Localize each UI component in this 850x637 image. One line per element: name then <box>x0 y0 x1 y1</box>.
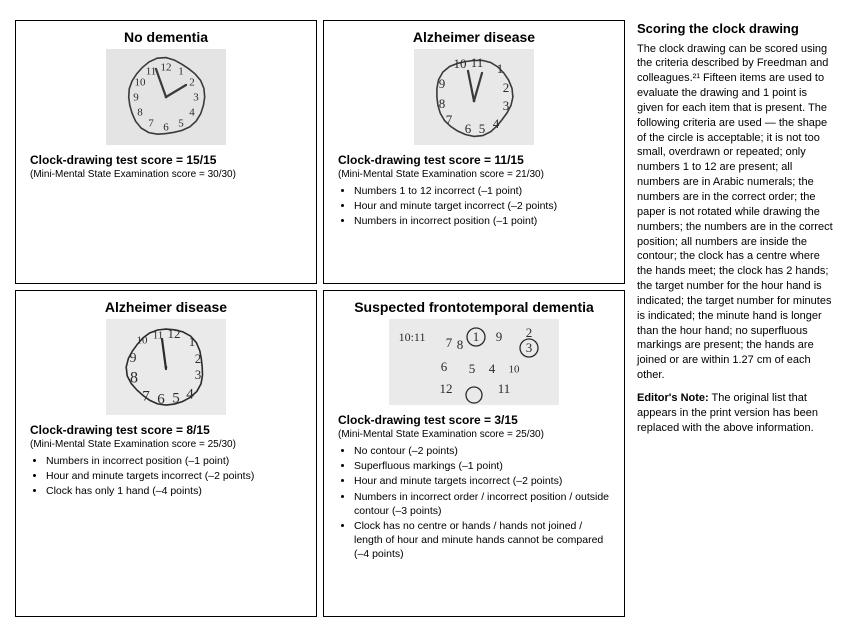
svg-text:6: 6 <box>157 392 165 408</box>
svg-text:2: 2 <box>526 325 533 340</box>
svg-text:2: 2 <box>503 80 510 95</box>
svg-text:5: 5 <box>178 118 184 130</box>
svg-text:11: 11 <box>498 381 511 396</box>
clock-drawing: 10:11 781 9 23 6 54 10 12 11 <box>338 319 610 405</box>
score-line: Clock-drawing test score = 11/15 <box>338 153 610 167</box>
score-line: Clock-drawing test score = 8/15 <box>30 423 302 437</box>
svg-text:12: 12 <box>440 381 453 396</box>
svg-text:6: 6 <box>163 122 169 134</box>
svg-text:4: 4 <box>493 116 500 131</box>
panel-title: No dementia <box>30 29 302 45</box>
svg-text:8: 8 <box>439 96 446 111</box>
svg-text:10: 10 <box>137 335 149 347</box>
svg-text:5: 5 <box>172 391 180 407</box>
deduction-item: Clock has no centre or hands / hands not… <box>354 519 610 562</box>
svg-text:1: 1 <box>178 66 184 78</box>
ednote-label: Editor's Note: <box>637 392 709 404</box>
mmse-line: (Mini-Mental State Examination score = 2… <box>30 439 302 450</box>
panel-title: Alzheimer disease <box>338 29 610 45</box>
svg-text:3: 3 <box>195 367 202 382</box>
svg-text:10: 10 <box>509 364 521 376</box>
svg-text:9: 9 <box>496 329 503 344</box>
deductions-list: No contour (–2 points)Superfluous markin… <box>338 444 610 562</box>
svg-text:7: 7 <box>446 335 453 350</box>
svg-text:2: 2 <box>195 351 202 366</box>
svg-text:9: 9 <box>439 76 446 91</box>
clock-panel: Alzheimer disease121110123456789Clock-dr… <box>15 290 317 617</box>
svg-text:1: 1 <box>497 61 504 76</box>
svg-text:11: 11 <box>146 66 157 78</box>
svg-text:5: 5 <box>479 121 486 136</box>
svg-text:10: 10 <box>454 56 467 71</box>
svg-text:5: 5 <box>469 361 476 376</box>
clock-drawing: 121110123456789 <box>30 319 302 415</box>
deduction-item: Numbers in incorrect position (–1 point) <box>354 214 610 228</box>
svg-text:7: 7 <box>142 389 150 405</box>
svg-text:3: 3 <box>503 98 510 113</box>
clock-panel: Suspected frontotemporal dementia 10:11 78… <box>323 290 625 617</box>
svg-text:12: 12 <box>168 326 181 341</box>
svg-text:11: 11 <box>471 55 484 70</box>
deduction-item: Hour and minute targets incorrect (–2 po… <box>354 474 610 488</box>
mmse-line: (Mini-Mental State Examination score = 2… <box>338 429 610 440</box>
svg-text:6: 6 <box>465 121 472 136</box>
score-line: Clock-drawing test score = 15/15 <box>30 153 302 167</box>
deductions-list: Numbers in incorrect position (–1 point)… <box>30 454 302 500</box>
svg-text:8: 8 <box>137 107 143 119</box>
svg-text:7: 7 <box>446 112 453 127</box>
svg-text:6: 6 <box>441 359 448 374</box>
clock-panel: Alzheimer disease1011123456789Clock-draw… <box>323 20 625 284</box>
clock-panel: No dementia 12 12 3 45678 9 1011 Clock-drawing … <box>15 20 317 284</box>
svg-text:1: 1 <box>189 334 196 349</box>
svg-text:8: 8 <box>130 370 138 387</box>
svg-text:9: 9 <box>133 92 139 104</box>
deduction-item: Superfluous markings (–1 point) <box>354 459 610 473</box>
svg-text:3: 3 <box>193 92 199 104</box>
svg-text:4: 4 <box>489 361 496 376</box>
deduction-item: Clock has only 1 hand (–4 points) <box>46 484 302 498</box>
svg-text:4: 4 <box>186 387 194 403</box>
mmse-line: (Mini-Mental State Examination score = 3… <box>30 169 302 180</box>
svg-text:3: 3 <box>526 340 533 355</box>
panel-title: Suspected frontotemporal dementia <box>338 299 610 315</box>
deduction-item: Numbers in incorrect order / incorrect p… <box>354 490 610 518</box>
clock-drawing: 12 12 3 45678 9 1011 <box>30 49 302 145</box>
sidebar-body: The clock drawing can be scored using th… <box>637 42 835 383</box>
svg-text:1: 1 <box>473 329 480 344</box>
deduction-item: Hour and minute targets incorrect (–2 po… <box>46 469 302 483</box>
deduction-item: Numbers in incorrect position (–1 point) <box>46 454 302 468</box>
deductions-list: Numbers 1 to 12 incorrect (–1 point)Hour… <box>338 184 610 230</box>
deduction-item: No contour (–2 points) <box>354 444 610 458</box>
clock-panels-grid: No dementia121234567891011Clock-drawing … <box>15 20 625 617</box>
svg-text:10:11: 10:11 <box>399 330 426 344</box>
panel-title: Alzheimer disease <box>30 299 302 315</box>
svg-text:10: 10 <box>135 77 147 89</box>
svg-text:4: 4 <box>189 107 195 119</box>
mmse-line: (Mini-Mental State Examination score = 2… <box>338 169 610 180</box>
svg-text:12: 12 <box>161 62 172 74</box>
sidebar-title: Scoring the clock drawing <box>637 20 835 38</box>
svg-text:2: 2 <box>189 77 195 89</box>
deduction-item: Numbers 1 to 12 incorrect (–1 point) <box>354 184 610 198</box>
clock-drawing: 1011123456789 <box>338 49 610 145</box>
deduction-item: Hour and minute target incorrect (–2 poi… <box>354 199 610 213</box>
svg-text:7: 7 <box>148 118 154 130</box>
svg-text:9: 9 <box>130 351 137 366</box>
scoring-sidebar: Scoring the clock drawing The clock draw… <box>637 20 835 617</box>
svg-text:8: 8 <box>457 337 464 352</box>
sidebar-ednote: Editor's Note: The original list that ap… <box>637 391 835 436</box>
score-line: Clock-drawing test score = 3/15 <box>338 413 610 427</box>
